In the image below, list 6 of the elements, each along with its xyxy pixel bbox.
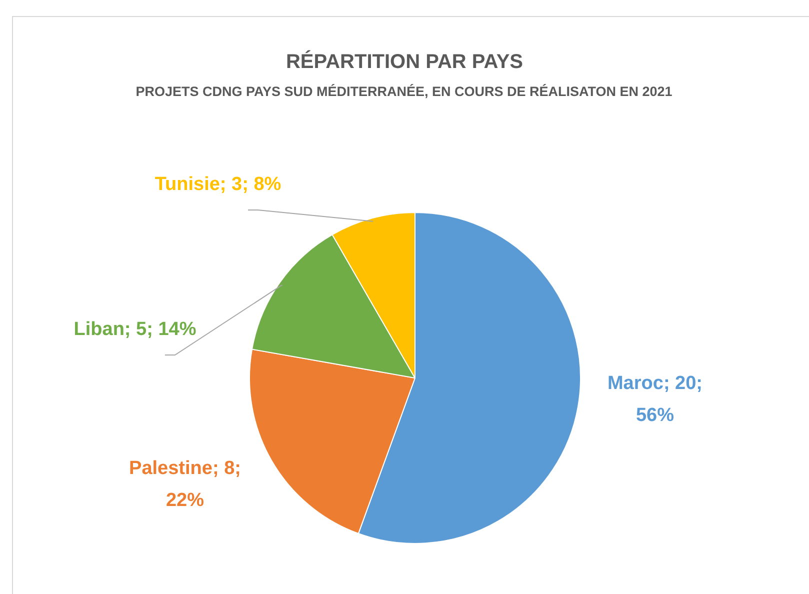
slice-label: Maroc; 20; 56% xyxy=(607,373,703,426)
chart-subtitle: PROJETS CDNG PAYS SUD MÉDITERRANÉE, EN COURS DE RÉALISATON EN 2021 xyxy=(134,83,674,101)
slice-label: Palestine; 8; 22% xyxy=(129,458,241,512)
chart-title: RÉPARTITION PAR PAYS xyxy=(284,51,524,74)
slice-label: Tunisie; 3; 8% xyxy=(154,174,282,196)
slice-label: Liban; 5; 14% xyxy=(74,319,196,340)
